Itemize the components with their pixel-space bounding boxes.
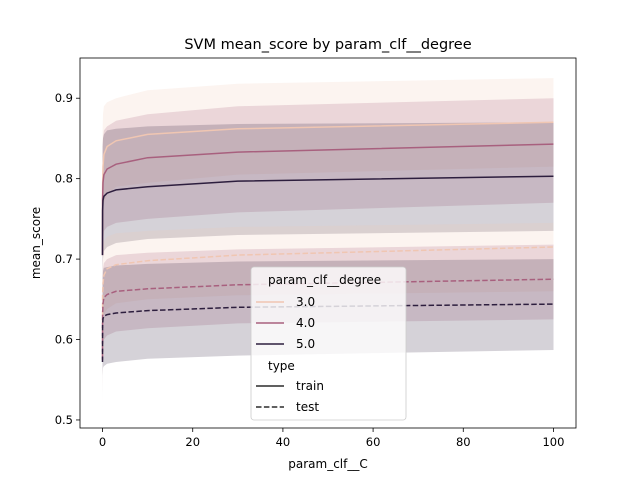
legend: param_clf__degree 3.0 4.0 5.0 type train… bbox=[250, 266, 407, 421]
y-tick-label: 0.8 bbox=[55, 172, 73, 186]
legend-hue-title: param_clf__degree bbox=[268, 273, 381, 287]
x-tick-label: 100 bbox=[542, 435, 564, 449]
y-tick-label: 0.9 bbox=[55, 91, 73, 105]
band-test-3.0 bbox=[102, 222, 554, 416]
line-train-4.0 bbox=[101, 143, 554, 256]
band-train-4.0 bbox=[102, 98, 554, 360]
band-train-5.0 bbox=[102, 122, 554, 352]
legend-label-test: test bbox=[296, 400, 319, 414]
x-axis-label: param_clf__C bbox=[288, 457, 367, 471]
y-tick-label: 0.7 bbox=[55, 252, 73, 266]
legend-label-3: 3.0 bbox=[296, 295, 315, 309]
band-train-3.0 bbox=[102, 78, 554, 340]
x-tick-label: 40 bbox=[276, 435, 291, 449]
y-axis: 0.5 0.6 0.7 0.8 0.9 bbox=[55, 91, 80, 427]
series-lines bbox=[101, 121, 554, 363]
legend-label-5: 5.0 bbox=[296, 337, 315, 351]
line-test-4.0 bbox=[101, 278, 554, 360]
y-axis-label: mean_score bbox=[29, 207, 43, 279]
y-tick-label: 0.5 bbox=[55, 413, 73, 427]
legend-label-4: 4.0 bbox=[296, 316, 315, 330]
confidence-bands bbox=[102, 78, 554, 416]
legend-box bbox=[250, 266, 407, 421]
x-tick-label: 60 bbox=[366, 435, 381, 449]
x-tick-label: 20 bbox=[185, 435, 200, 449]
x-tick-label: 0 bbox=[99, 435, 106, 449]
line-test-3.0 bbox=[101, 246, 554, 356]
x-axis: 0 20 40 60 80 100 bbox=[99, 428, 564, 449]
y-tick-label: 0.6 bbox=[55, 333, 73, 347]
line-test-5.0 bbox=[101, 303, 554, 363]
legend-style-title: type bbox=[268, 359, 295, 373]
legend-label-train: train bbox=[296, 379, 324, 393]
x-tick-label: 80 bbox=[456, 435, 471, 449]
chart-title: SVM mean_score by param_clf__degree bbox=[184, 37, 471, 53]
plot-frame bbox=[79, 57, 577, 429]
line-train-5.0 bbox=[101, 175, 554, 256]
